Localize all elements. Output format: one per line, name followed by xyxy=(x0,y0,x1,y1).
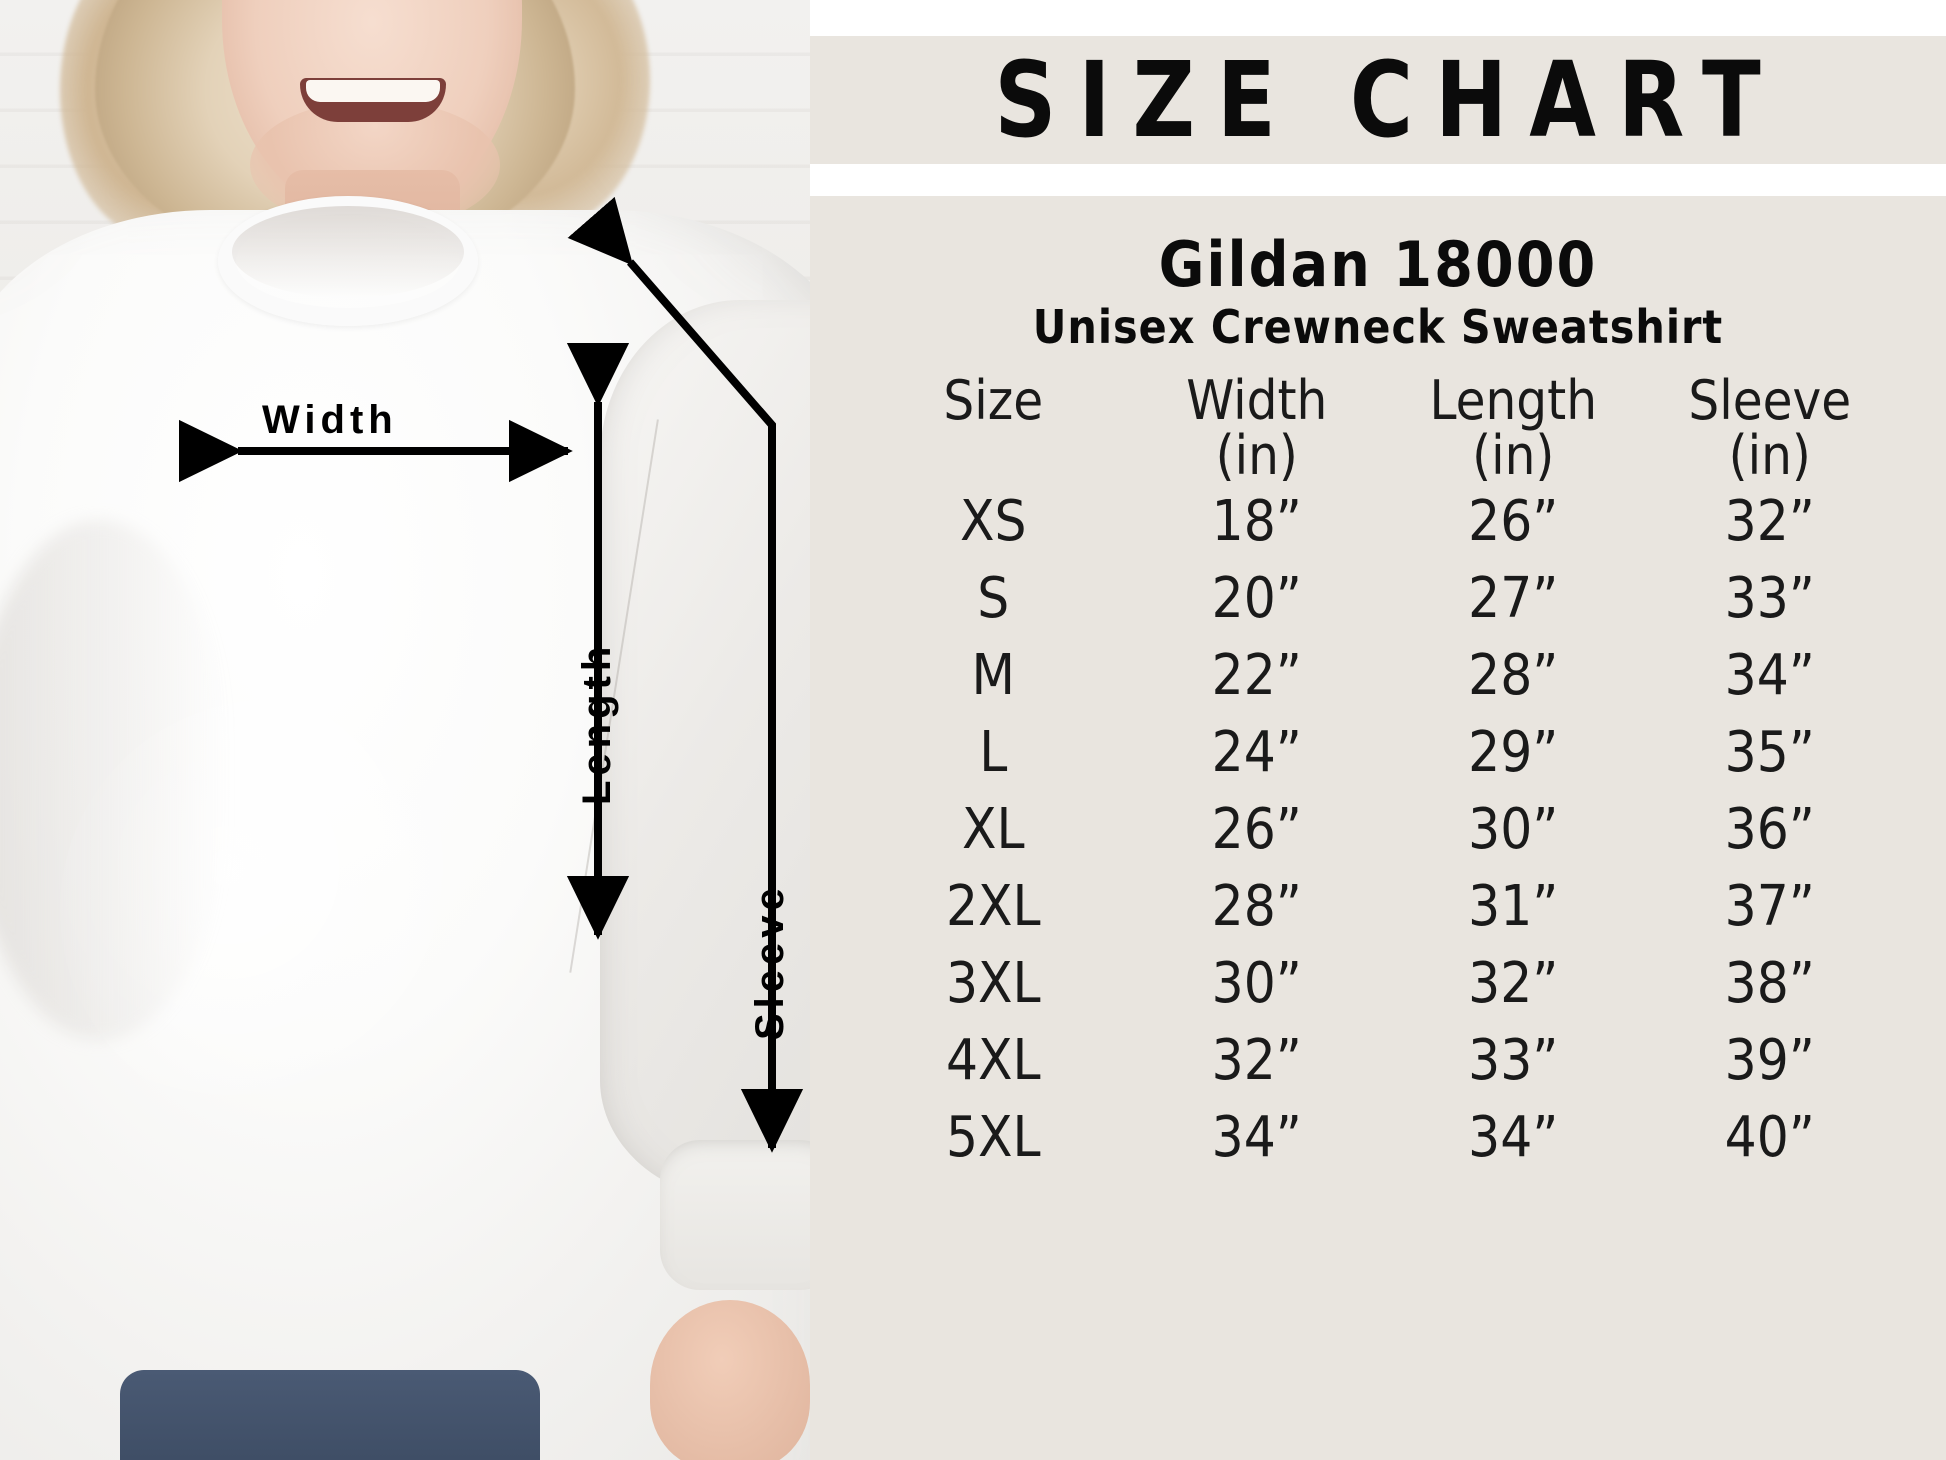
table-header-row: Size Width Length Sleeve xyxy=(858,373,1898,428)
width-cell: 28” xyxy=(1211,874,1302,940)
size-chart-panel: SIZE CHART Gildan 18000 Unisex Crewneck … xyxy=(810,0,1946,1460)
table-unit-row: (in) (in) (in) xyxy=(858,428,1898,483)
sleeve-arrow-icon xyxy=(567,196,804,1153)
size-cell: M xyxy=(971,643,1015,709)
col-unit-sleeve: (in) xyxy=(1728,424,1811,488)
table-row: 2XL 28” 31” 37” xyxy=(858,869,1898,946)
width-cell: 24” xyxy=(1211,720,1302,786)
sleeve-cell: 35” xyxy=(1724,720,1815,786)
sleeve-cell: 38” xyxy=(1724,951,1815,1017)
table-row: 3XL 30” 32” 38” xyxy=(858,946,1898,1023)
col-unit-size xyxy=(858,428,1129,483)
chart-body: Gildan 18000 Unisex Crewneck Sweatshirt … xyxy=(810,196,1946,1460)
size-table-body: XS 18” 26” 32” S 20” 27” 33” M 22” 28” 34” L 24” 29” 35… xyxy=(858,484,1898,1177)
title-banner: SIZE CHART xyxy=(810,36,1946,164)
collar-shadow xyxy=(232,206,464,298)
table-row: 5XL 34” 34” 40” xyxy=(858,1100,1898,1177)
width-cell: 32” xyxy=(1211,1028,1302,1094)
fabric-highlight xyxy=(60,700,480,1120)
sleeve-cell: 34” xyxy=(1724,643,1815,709)
col-unit-width: (in) xyxy=(1215,424,1298,488)
model-hand xyxy=(650,1300,810,1460)
length-cell: 28” xyxy=(1468,643,1559,709)
col-header-sleeve: Sleeve xyxy=(1688,369,1852,433)
sleeve-cell: 36” xyxy=(1724,797,1815,863)
width-cell: 18” xyxy=(1211,489,1302,555)
sleeve-cuff xyxy=(660,1140,810,1290)
sleeve-cell: 32” xyxy=(1724,489,1815,555)
length-cell: 31” xyxy=(1468,874,1559,940)
size-table-header: Size Width Length Sleeve (in) (in) (in) xyxy=(858,373,1898,483)
col-header-width: Width xyxy=(1186,369,1328,433)
brand-name: Gildan 18000 xyxy=(1158,228,1598,301)
length-cell: 27” xyxy=(1468,566,1559,632)
table-row: S 20” 27” 33” xyxy=(858,561,1898,638)
size-cell: 2XL xyxy=(945,874,1041,940)
sleeve-cell: 33” xyxy=(1724,566,1815,632)
size-cell: 5XL xyxy=(945,1105,1041,1171)
size-cell: XL xyxy=(961,797,1025,863)
size-cell: S xyxy=(977,566,1010,632)
length-cell: 34” xyxy=(1468,1105,1559,1171)
length-cell: 33” xyxy=(1468,1028,1559,1094)
width-cell: 22” xyxy=(1211,643,1302,709)
sleeve-cell: 40” xyxy=(1724,1105,1815,1171)
col-unit-length: (in) xyxy=(1472,424,1555,488)
table-row: XS 18” 26” 32” xyxy=(858,484,1898,561)
size-cell: XS xyxy=(960,489,1027,555)
width-cell: 26” xyxy=(1211,797,1302,863)
table-row: 4XL 32” 33” 39” xyxy=(858,1023,1898,1100)
product-photo-panel: Width Length Sleeve xyxy=(0,0,810,1460)
size-cell: 3XL xyxy=(945,951,1041,1017)
measurement-arrows xyxy=(178,196,804,1153)
width-cell: 30” xyxy=(1211,951,1302,1017)
length-label: Length xyxy=(575,641,619,805)
size-cell: L xyxy=(979,720,1008,786)
model-jeans xyxy=(120,1370,540,1460)
model-smile xyxy=(300,78,446,122)
sleeve-label: Sleeve xyxy=(748,883,792,1040)
col-header-size: Size xyxy=(943,369,1044,433)
size-cell: 4XL xyxy=(945,1028,1041,1094)
length-cell: 26” xyxy=(1468,489,1559,555)
length-cell: 32” xyxy=(1468,951,1559,1017)
page-title: SIZE CHART xyxy=(994,39,1784,161)
table-row: M 22” 28” 34” xyxy=(858,638,1898,715)
fabric-shadow xyxy=(0,520,230,1040)
model-teeth xyxy=(306,80,440,102)
sleeve-cell: 39” xyxy=(1724,1028,1815,1094)
measurement-annotations: Width Length Sleeve xyxy=(0,0,810,1460)
table-row: L 24” 29” 35” xyxy=(858,715,1898,792)
col-header-length: Length xyxy=(1429,369,1597,433)
table-row: XL 26” 30” 36” xyxy=(858,792,1898,869)
length-cell: 30” xyxy=(1468,797,1559,863)
width-label: Width xyxy=(262,398,398,442)
width-cell: 34” xyxy=(1211,1105,1302,1171)
garment-name: Unisex Crewneck Sweatshirt xyxy=(1032,300,1724,355)
width-cell: 20” xyxy=(1211,566,1302,632)
sleeve-cell: 37” xyxy=(1724,874,1815,940)
length-cell: 29” xyxy=(1468,720,1559,786)
size-table: Size Width Length Sleeve (in) (in) (in) … xyxy=(858,373,1898,1176)
